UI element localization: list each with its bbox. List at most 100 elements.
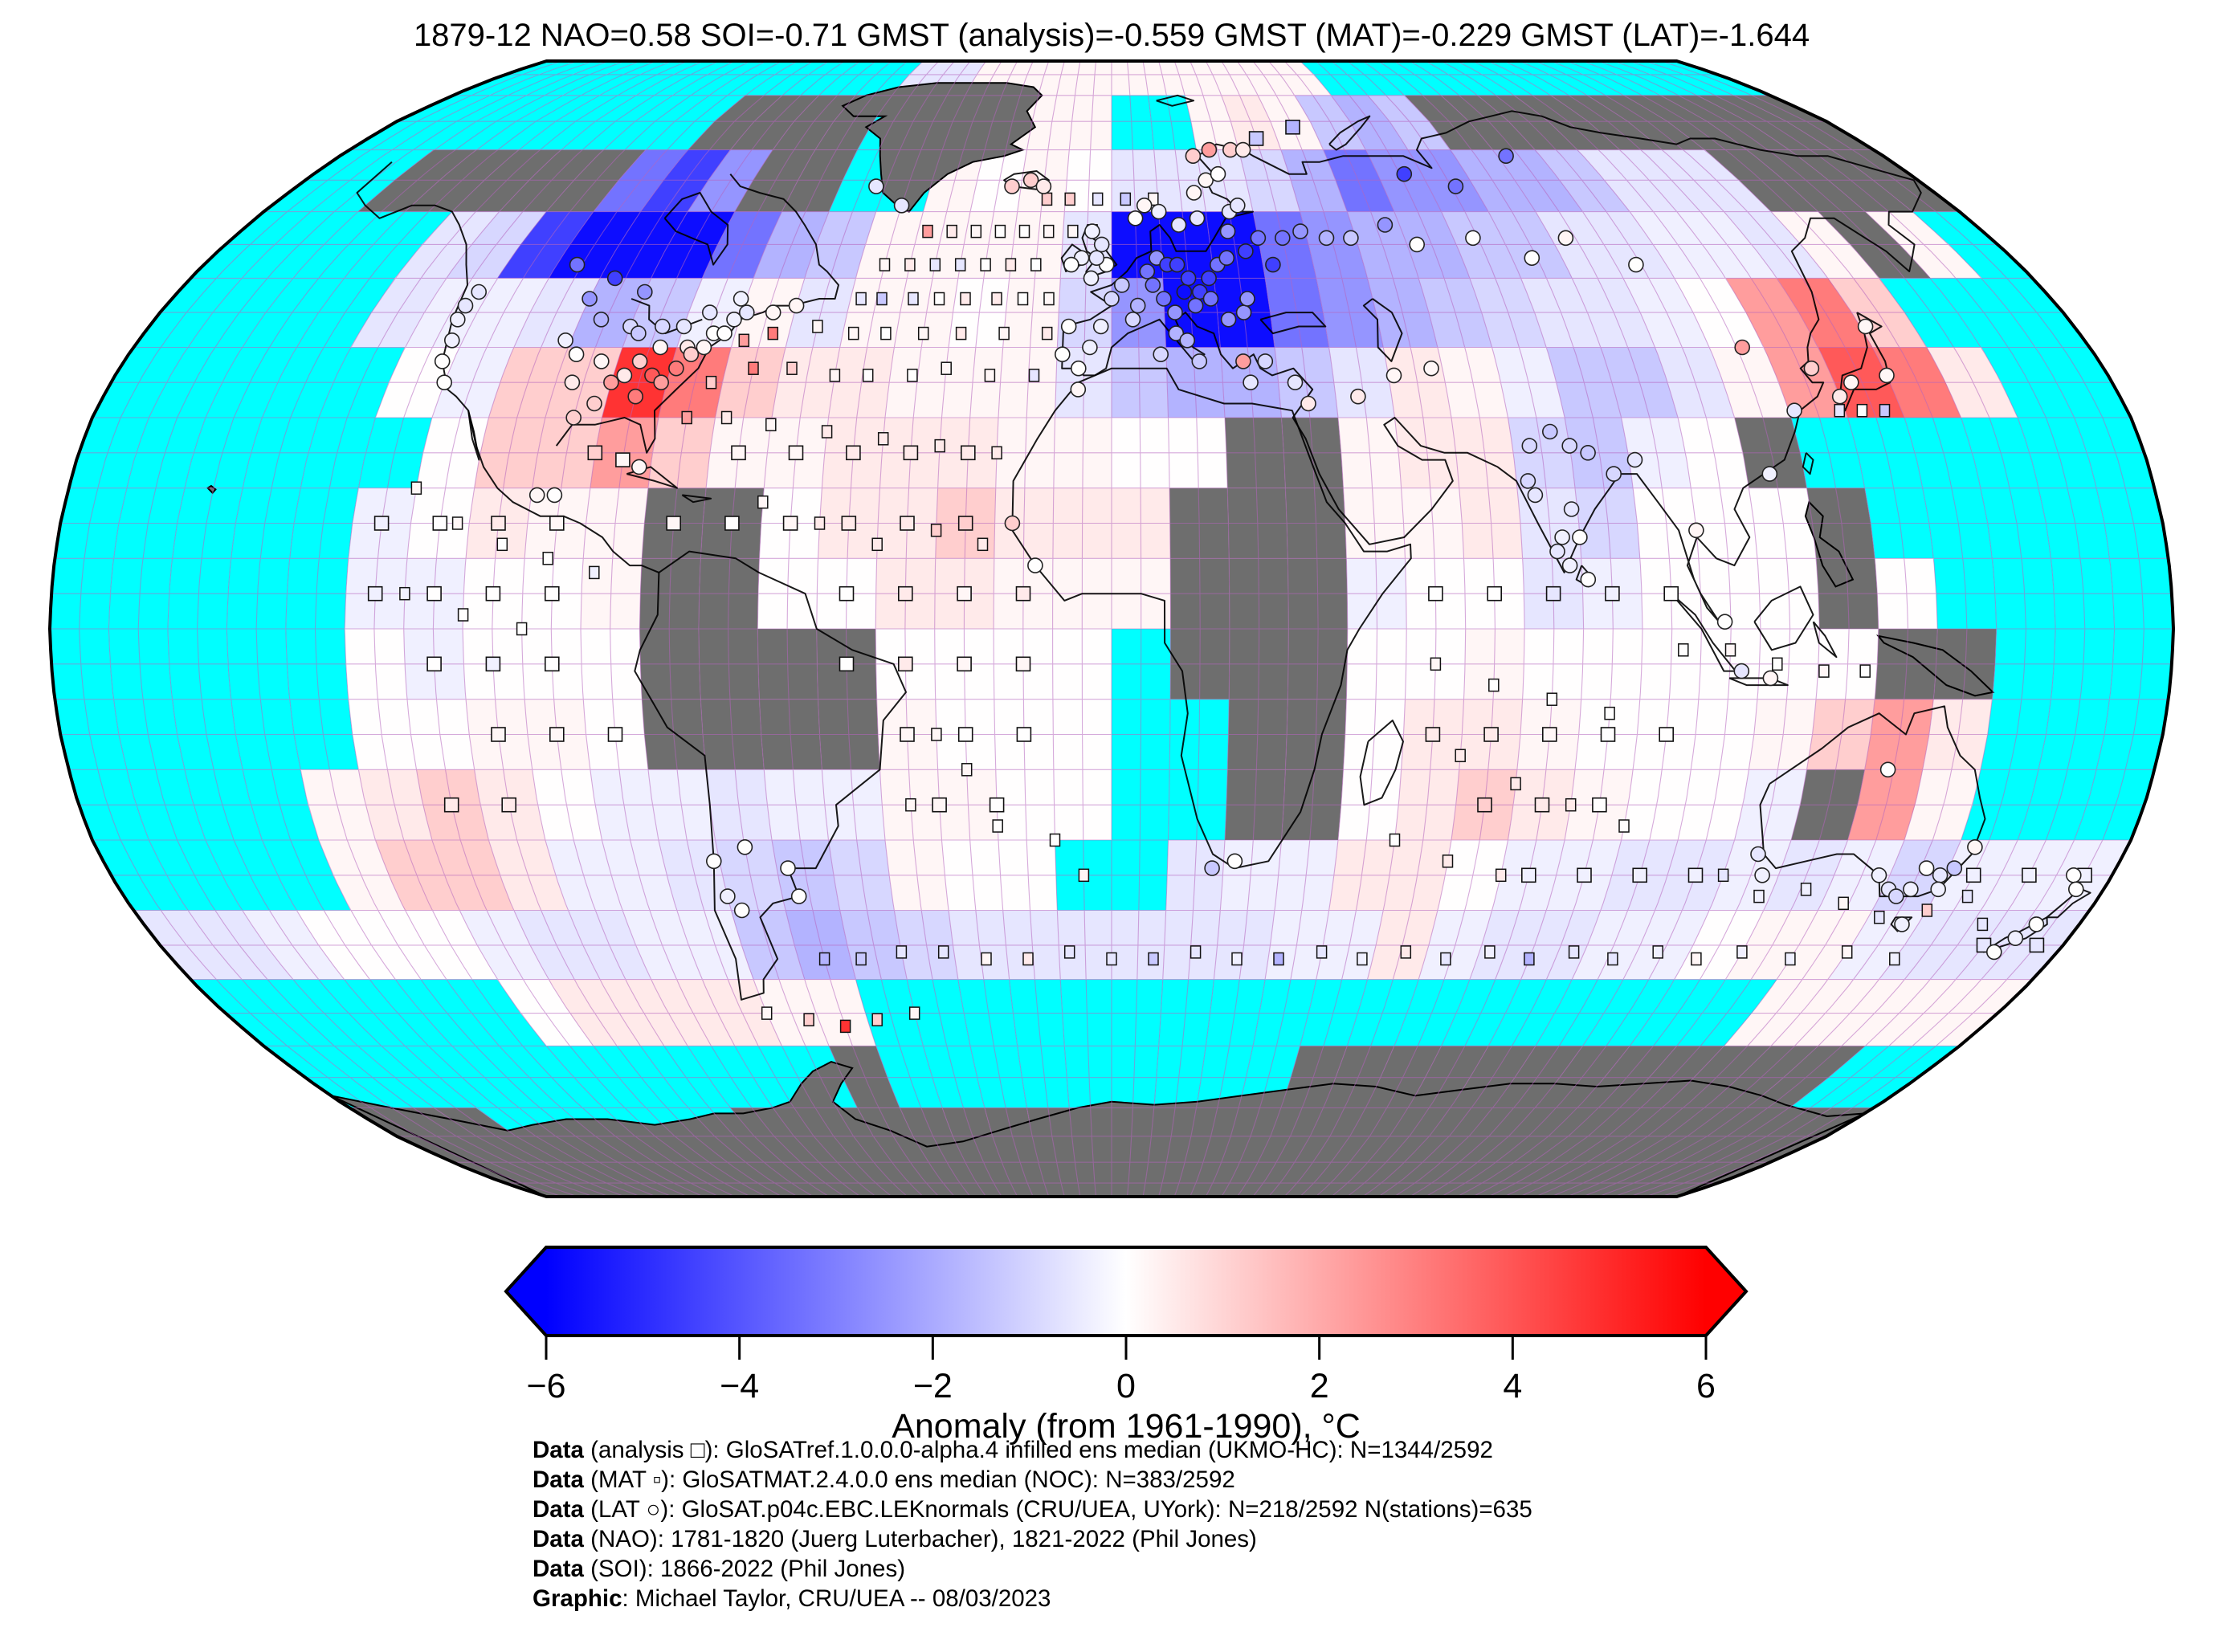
lat-station-circle <box>1083 270 1100 287</box>
coastline <box>681 494 712 504</box>
credit-text: (LAT ○): GloSAT.p04c.EBC.LEKnormals (CRU… <box>584 1496 1532 1523</box>
mat-obs-square <box>955 326 967 341</box>
grid-cell <box>1075 61 1112 96</box>
grid-cell <box>1300 979 1368 1046</box>
coastline <box>1259 312 1327 335</box>
mat-obs-square <box>1231 952 1243 966</box>
mat-obs-square <box>1041 326 1053 341</box>
analysis-obs-square <box>1545 585 1561 602</box>
grid-cell <box>645 95 745 150</box>
lat-station-circle <box>630 459 647 475</box>
analysis-obs-square <box>544 585 560 602</box>
analysis-obs-square <box>841 516 857 531</box>
grid-cell <box>1060 979 1112 1046</box>
mat-obs-square <box>1430 657 1442 671</box>
lat-station-circle <box>1153 346 1169 363</box>
mat-obs-square <box>399 586 410 601</box>
lat-station-circle <box>1167 304 1183 320</box>
lat-station-circle <box>636 283 653 300</box>
lat-station-circle <box>1377 217 1394 233</box>
mat-obs-square <box>589 565 600 580</box>
lat-station-circle <box>1606 466 1622 482</box>
mat-obs-square <box>961 763 973 777</box>
colorbar-gradient-bar <box>504 1246 1749 1337</box>
colorbar-axis-label: Anomaly (from 1961-1990), °C <box>892 1407 1361 1446</box>
lat-station-circle <box>1318 230 1335 247</box>
lat-station-circle <box>1561 438 1577 454</box>
grid-cell <box>349 95 489 150</box>
mat-obs-square <box>1092 192 1104 206</box>
grid-cell <box>1588 95 1705 150</box>
coastline <box>467 410 480 461</box>
lat-station-circle <box>790 888 807 904</box>
lat-station-circle <box>765 304 781 320</box>
mat-obs-square <box>451 516 463 530</box>
mat-obs-square <box>705 375 717 390</box>
grid-cell <box>1347 979 1419 1046</box>
colorbar: −6 −4 −2 0 2 4 6 Anomaly (from 1961-1990), °C <box>504 1246 1749 1446</box>
credits-block: Data (analysis □): GloSATref.1.0.0.0-alp… <box>533 1437 1532 1612</box>
analysis-obs-square <box>373 516 390 531</box>
grid-cell <box>635 61 735 96</box>
lat-station-circle <box>1871 867 1887 883</box>
lat-station-circle <box>732 291 749 307</box>
lat-station-circle <box>696 339 712 356</box>
mat-obs-square <box>1106 952 1117 966</box>
lat-station-circle <box>1035 178 1052 194</box>
mat-obs-square <box>991 292 1002 306</box>
lat-station-circle <box>1292 223 1308 239</box>
analysis-obs-square <box>1577 867 1592 883</box>
credit-line: Data (MAT ▫): GloSATMAT.2.4.0.0 ens medi… <box>533 1466 1235 1493</box>
mat-obs-square <box>757 495 769 509</box>
credit-prefix: Data <box>533 1496 585 1523</box>
grid-cell <box>970 149 1027 212</box>
credit-line: Data (LAT ○): GloSAT.p04c.EBC.LEKnormals… <box>533 1496 1532 1523</box>
grid-cell <box>1478 95 1578 150</box>
credit-line: Data (analysis □): GloSATref.1.0.0.0-alp… <box>533 1437 1493 1463</box>
mat-obs-square <box>1484 945 1496 959</box>
lat-station-circle <box>1239 291 1255 307</box>
credit-prefix: Data <box>533 1526 585 1552</box>
mat-obs-square <box>907 369 918 382</box>
lat-station-circle <box>1447 178 1464 194</box>
grid-cell <box>1196 1046 1253 1108</box>
grid-cell <box>1069 95 1112 150</box>
analysis-obs-square <box>666 516 682 531</box>
mat-obs-square <box>767 326 779 341</box>
credit-prefix: Data <box>533 1556 585 1582</box>
lat-station-circle <box>1542 423 1558 440</box>
grid-cell <box>1206 979 1266 1046</box>
grid-cell <box>875 1046 942 1108</box>
analysis-obs-square <box>898 585 913 602</box>
grid-cell <box>1582 61 1699 96</box>
mat-obs-square <box>803 1013 814 1026</box>
analysis-obs-square <box>898 656 913 672</box>
coastline <box>1812 621 1838 659</box>
analysis-obs-square <box>1592 797 1607 813</box>
mat-obs-square <box>1078 868 1090 883</box>
grid-cell <box>1300 211 1368 279</box>
mat-obs-square <box>786 361 798 375</box>
grid-cell <box>1009 979 1065 1046</box>
lat-station-circle <box>1888 888 1904 904</box>
lat-station-circle <box>2066 867 2082 883</box>
lat-station-circle <box>868 178 884 194</box>
analysis-obs-square <box>900 727 915 742</box>
analysis-obs-square <box>1965 867 1981 883</box>
mat-obs-square <box>1879 403 1891 418</box>
lat-station-circle <box>654 318 671 335</box>
grid-cell <box>1153 1046 1206 1108</box>
mat-obs-square <box>1028 369 1040 382</box>
mat-obs-square <box>946 224 957 239</box>
lat-station-circle <box>1202 291 1219 307</box>
grid-cell <box>1026 95 1075 150</box>
grid-cell <box>730 95 818 150</box>
coastline <box>1328 115 1371 151</box>
mat-obs-square <box>1455 748 1466 763</box>
mat-obs-square <box>1316 945 1328 959</box>
mat-obs-square <box>1273 952 1284 966</box>
lat-station-circle <box>1136 198 1153 214</box>
mat-obs-square <box>1018 224 1030 239</box>
lat-station-circles <box>434 141 2084 961</box>
colorbar-ticks: −6 −4 −2 0 2 4 6 <box>526 1336 1716 1405</box>
